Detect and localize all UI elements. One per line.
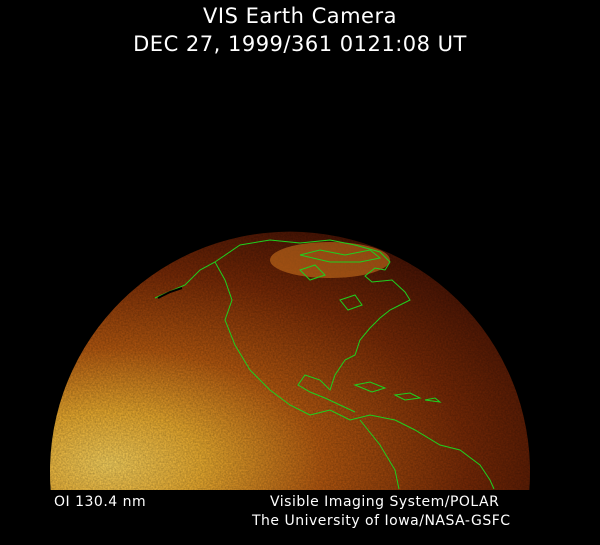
auroral-glow <box>270 242 390 278</box>
instrument-label: Visible Imaging System/POLAR <box>270 494 500 510</box>
timestamp: DEC 27, 1999/361 0121:08 UT <box>133 32 467 56</box>
earth-texture <box>49 231 530 490</box>
institution-label: The University of Iowa/NASA-GSFC <box>252 513 511 529</box>
coastline-overlay <box>154 239 495 490</box>
page-title: VIS Earth Camera <box>203 4 397 28</box>
filter-label: OI 130.4 nm <box>54 494 147 510</box>
data-gap-mark <box>157 287 183 299</box>
